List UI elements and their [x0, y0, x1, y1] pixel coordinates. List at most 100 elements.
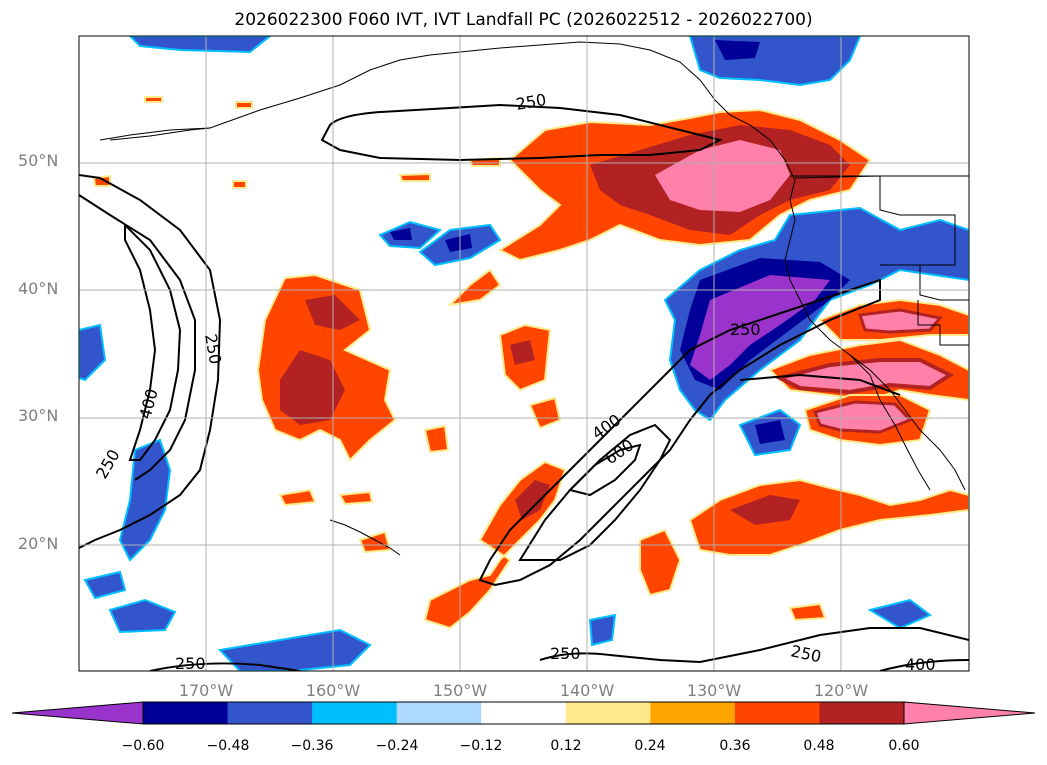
- neg-region-s3: [588, 613, 617, 647]
- lon-label-160w: 160°W: [305, 681, 361, 700]
- pos-region-w3: [358, 530, 392, 554]
- pos-region-w1: [278, 488, 317, 507]
- colorbar-cell: [396, 702, 482, 724]
- contour-250-subtrop: [478, 278, 881, 587]
- contour-label: 400: [905, 655, 936, 674]
- colorbar-cell: [819, 702, 905, 724]
- pos-region-se-core: [730, 495, 800, 525]
- contour-400-west: [79, 194, 196, 481]
- pos-region-se2: [639, 528, 682, 597]
- contour-label: 250: [175, 654, 206, 673]
- colorbar-cell: [650, 702, 736, 724]
- aleutian-islands: [109, 127, 211, 141]
- mexico-border2: [917, 300, 969, 346]
- colorbar: [11, 701, 1036, 725]
- contour-250-south: [539, 627, 969, 664]
- neg-region-alaska-core: [715, 40, 760, 60]
- colorbar-tick-label: −0.24: [375, 738, 419, 754]
- colorbar-tick-label: −0.60: [121, 738, 165, 754]
- lon-label-170w: 170°W: [178, 681, 234, 700]
- pos-region-mid-core: [510, 340, 535, 365]
- lat-label-20n: 20°N: [18, 534, 59, 553]
- colorbar-cell: [565, 702, 651, 724]
- lon-label-150w: 150°W: [432, 681, 488, 700]
- contour-label: 250: [730, 320, 761, 339]
- contour-400-south: [879, 659, 969, 671]
- contour-600-west: [124, 222, 182, 461]
- colorbar-tick-label: 0.48: [803, 738, 835, 754]
- colorbar-left-arrow: [11, 701, 144, 725]
- contour-label: 250: [789, 641, 823, 666]
- pos-region-w8: [235, 101, 253, 109]
- colorbar-tick-label: −0.48: [206, 738, 250, 754]
- pos-region-central-brick: [280, 350, 345, 425]
- pos-region-calif-pink: [774, 358, 955, 395]
- pos-region-north-tail: [447, 268, 502, 307]
- pos-region-se3: [788, 602, 827, 622]
- colorbar-cell: [481, 702, 567, 724]
- contour-250-se: [739, 373, 901, 396]
- pos-region-mid3: [423, 424, 450, 454]
- baja: [849, 354, 931, 491]
- colorbar-tick-label: −0.12: [459, 738, 503, 754]
- lat-label-30n: 30°N: [18, 406, 59, 425]
- mexico-border: [880, 264, 969, 301]
- pos-region-calif2-pink: [857, 308, 943, 334]
- ivt-contours: [79, 103, 969, 671]
- contour-600-subtrop: [568, 443, 642, 497]
- neg-region-hawaii-west: [118, 438, 172, 562]
- colorbar-tick-label: 0.24: [634, 738, 666, 754]
- colorbar-tick-label: 0.12: [550, 738, 582, 754]
- neg-region-small1-core: [390, 228, 412, 240]
- pos-region-mid2: [528, 396, 562, 430]
- coastlines: [99, 41, 969, 556]
- pos-region-w6: [144, 96, 163, 103]
- neg-region-north: [128, 36, 272, 54]
- neg-region-small2-core: [445, 234, 472, 252]
- pos-region-w7: [232, 180, 247, 189]
- canada-border: [794, 175, 956, 266]
- colorbar-tick-label: −0.36: [290, 738, 334, 754]
- ivt-pc-field: [79, 36, 969, 671]
- neg-region-se: [867, 598, 932, 630]
- map-title: 2026022300 F060 IVT, IVT Landfall PC (20…: [234, 10, 813, 30]
- neg-region-alaska: [688, 36, 862, 87]
- contour-label: 250: [201, 332, 225, 365]
- neg-region-sw2: [108, 598, 177, 634]
- neg-region-coast-purple: [690, 275, 830, 380]
- pos-region-subtrop-core: [515, 480, 550, 520]
- hawaii: [329, 519, 401, 556]
- colorbar-cell: [312, 702, 398, 724]
- colorbar-tick-label: 0.60: [888, 738, 920, 754]
- map-frame: [78, 35, 970, 672]
- lat-label-40n: 40°N: [18, 279, 59, 298]
- pos-region-north-pink: [655, 140, 790, 212]
- contour-250-north: [320, 103, 723, 162]
- colorbar-cell: [143, 702, 229, 724]
- colorbar-tick-label: 0.36: [719, 738, 751, 754]
- contour-label: 400: [136, 387, 162, 421]
- contour-label: 250: [550, 644, 581, 663]
- pos-region-w2: [338, 490, 374, 506]
- lat-label-50n: 50°N: [18, 151, 59, 170]
- neg-region-sw1: [83, 570, 127, 600]
- pos-region-se: [688, 478, 969, 556]
- neg-region-left: [79, 323, 107, 382]
- colorbar-cell: [227, 702, 313, 724]
- contour-label: 400: [588, 410, 624, 443]
- pos-region-w5: [398, 172, 431, 182]
- colorbar-cell: [734, 702, 820, 724]
- contour-labels: 250 250 400 250 250 400 600 250 250 250 …: [92, 90, 936, 674]
- lon-label-140w: 140°W: [559, 681, 615, 700]
- lon-label-130w: 130°W: [686, 681, 742, 700]
- neg-region-south2-core: [755, 420, 785, 444]
- contour-250-west: [79, 174, 222, 549]
- graticule: [79, 36, 969, 671]
- contour-label: 250: [92, 446, 124, 482]
- colorbar-right-arrow: [903, 701, 1036, 725]
- alaska-coast: [99, 41, 966, 491]
- contour-label: 250: [514, 90, 547, 114]
- contour-250-sw: [149, 662, 301, 671]
- lon-label-120w: 120°W: [813, 681, 869, 700]
